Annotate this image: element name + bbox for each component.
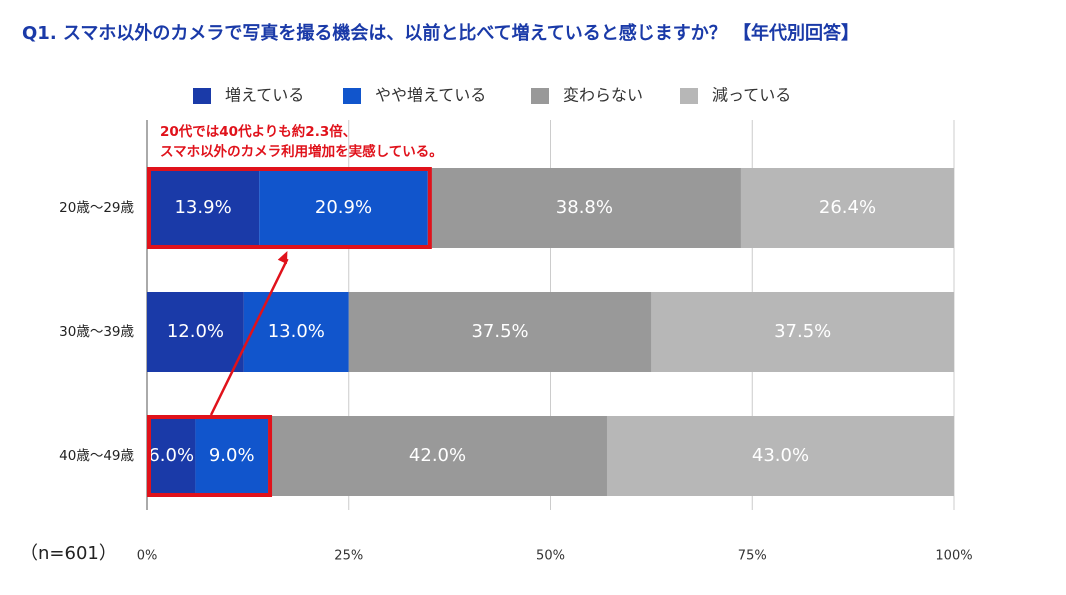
legend-label: 減っている [712,86,791,105]
value-label: 6.0% [148,445,194,466]
value-label: 37.5% [471,321,528,342]
highlight-box [147,167,432,249]
bar-segment [147,416,196,496]
legend-label: やや増えている [375,86,486,105]
value-label: 26.4% [819,197,876,218]
value-label: 37.5% [774,321,831,342]
value-label: 43.0% [752,445,809,466]
highlight-box [147,415,273,497]
value-label: 42.0% [409,445,466,466]
value-label: 38.8% [556,197,613,218]
value-label: 20.9% [315,197,372,218]
arrow-line [209,258,289,416]
x-tick-label: 25% [334,549,363,564]
bar-segment [651,292,954,372]
bar-segment [268,416,607,496]
annotation: 20代では40代よりも約2.3倍、 [160,123,356,140]
value-label: 13.0% [268,321,325,342]
bar-segment [147,292,244,372]
bar-segment [606,416,954,496]
y-tick-label: 30歳～39歳 [59,324,134,340]
bar-segment [259,168,428,248]
annotation: スマホ以外のカメラ利用増加を実感している。 [160,143,443,160]
y-tick-label: 40歳～49歳 [59,448,134,464]
arrow-head [277,251,288,264]
legend-swatch [193,88,211,104]
legend-label: 増えている [225,86,304,105]
value-label: 13.9% [174,197,231,218]
legend-swatch [343,88,361,104]
bar-segment [427,168,741,248]
bar-segment [243,292,349,372]
chart-title: Q1. スマホ以外のカメラで写真を撮る機会は、以前と比べて増えていると感じますか… [22,22,859,44]
bar-segment [147,168,260,248]
legend-label: 変わらない [563,86,643,105]
legend-swatch [680,88,698,104]
x-tick-label: 0% [137,549,158,564]
y-tick-label: 20歳～29歳 [59,200,134,216]
value-label: 12.0% [167,321,224,342]
bar-segment [348,292,652,372]
value-label: 9.0% [209,445,255,466]
x-tick-label: 100% [935,549,972,564]
x-tick-label: 75% [738,549,767,564]
x-tick-label: 50% [536,549,565,564]
legend-swatch [531,88,549,104]
bar-segment [195,416,269,496]
bar-segment [740,168,954,248]
note: （n=601） [20,543,117,564]
